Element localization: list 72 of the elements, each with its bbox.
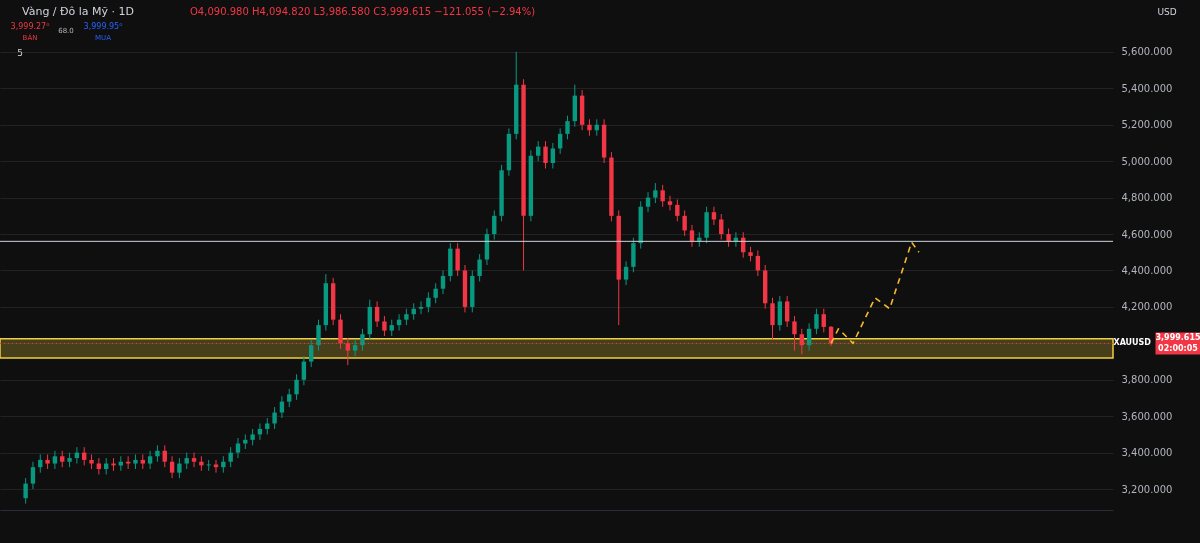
y-tick-label: 5,400.000 [1121,82,1173,94]
candlestick [352,339,358,357]
candlestick [360,328,365,352]
y-tick-label: 3,800.000 [1121,374,1173,386]
y-tick-label: 5,200.000 [1121,119,1173,131]
y-tick-label: 3,400.000 [1121,447,1173,459]
candlestick [550,142,556,169]
candlestick [191,452,197,468]
candlestick [30,461,36,490]
candlestick [726,228,731,248]
annotation: 3,999.27⁰ [10,22,50,31]
y-tick-label: 5,600.000 [1121,46,1173,58]
candlestick [169,455,175,479]
candlestick [784,295,790,328]
candlestick [645,191,651,213]
candlestick [821,308,826,333]
candlestick [147,450,153,470]
annotation: 3,999.95⁰ [83,22,123,31]
candlestick [653,182,658,204]
candlestick [667,195,673,211]
candlestick [235,437,241,459]
candlestick [162,444,167,468]
candlestick [287,388,292,408]
y-tick-label: 5,000.000 [1121,155,1173,167]
candlestick [426,291,431,313]
candlestick [719,213,724,241]
y-tick-label: 4,600.000 [1121,228,1173,240]
annotation: O4,090.980 H4,094.820 L3,986.580 C3,999.615 −121.055 (−2.94%) [190,6,536,17]
text: USD [1157,7,1177,17]
y-tick-label: 4,400.000 [1121,264,1173,276]
candlestick [675,198,680,222]
candlestick [213,459,219,474]
candlestick [623,260,629,286]
text: 3,999.615 [1155,333,1200,343]
candlestick [814,308,819,335]
candlestick [52,450,58,470]
y-tick-label: 3,600.000 [1121,410,1173,422]
candlestick [382,315,387,337]
candlestick [660,184,665,208]
ref-line-label: XAUUSD [1113,338,1152,348]
text: Vàng / Đô la Mỹ · 1D [22,5,135,18]
candlestick [125,455,131,470]
candlestick [23,477,28,505]
candlestick [440,269,446,295]
candlestick [455,242,460,277]
candlestick [477,253,482,282]
candlestick [770,297,775,341]
y-tick-label: 4,800.000 [1121,192,1173,204]
candlestick [418,300,424,315]
candlestick [682,209,687,237]
candlestick [272,406,277,430]
line-series [830,241,920,345]
text: 02:00:05 [1158,344,1199,354]
annotation: 5 [17,48,23,58]
candlestick [565,115,570,140]
candlestick [631,237,636,273]
y-tick-label: 3,200.000 [1121,483,1173,495]
candlestick [294,373,299,401]
candlestick [177,457,182,479]
candlestick [316,319,321,352]
candlestick [492,209,497,241]
candlestick [301,355,307,386]
candlestick [543,140,548,169]
candlestick [536,140,541,162]
candlestick [279,395,285,419]
candlestick [228,446,233,468]
candlestick [689,224,695,248]
candlestick [206,459,211,472]
candlestick [433,282,438,304]
candlestick [777,295,783,332]
y-tick-label: 4,200.000 [1121,301,1173,313]
candlestick [309,339,314,368]
